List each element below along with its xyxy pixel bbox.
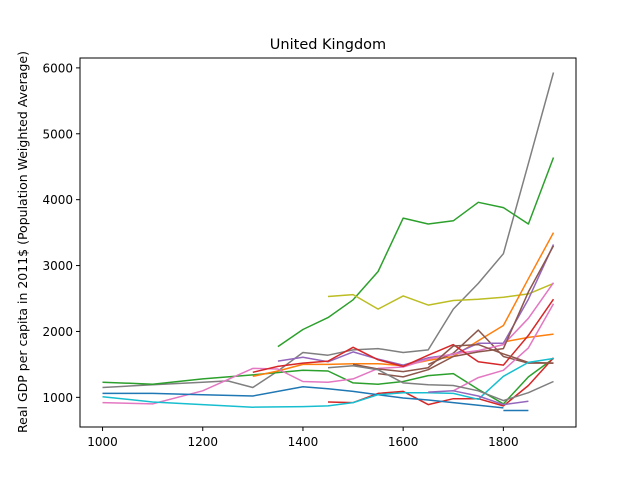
- series-line-15: [102, 386, 504, 409]
- series-line-17: [102, 357, 554, 408]
- x-tick-label: 1000: [87, 435, 118, 449]
- series-line-11: [252, 298, 555, 374]
- y-tick-label: 6000: [42, 61, 73, 75]
- x-tick-label: 1400: [288, 435, 319, 449]
- x-tick-label: 1600: [388, 435, 419, 449]
- series-line-8: [277, 244, 555, 366]
- series-layer: [102, 72, 555, 412]
- ticks-layer: 1000 1200 1400 1600 1800 1000 2000 3000 4000 5000…: [42, 61, 518, 449]
- series-line-12: [327, 357, 555, 407]
- y-tick-label: 2000: [42, 325, 73, 339]
- series-line-3: [102, 357, 554, 405]
- series-line-10: [452, 303, 555, 392]
- series-line-4: [327, 282, 554, 310]
- series-line-5: [252, 232, 555, 378]
- series-line-9: [102, 282, 555, 405]
- series-line-6: [503, 333, 554, 343]
- y-tick-label: 4000: [42, 193, 73, 207]
- series-line-2: [277, 157, 555, 348]
- y-tick-label: 5000: [42, 127, 73, 141]
- series-line-18: [327, 364, 554, 402]
- plot-area-frame: [79, 57, 577, 428]
- series-line-13: [352, 343, 554, 373]
- chart-title: United Kingdom: [270, 37, 386, 53]
- y-tick-label: 1000: [42, 391, 73, 405]
- y-tick-label: 3000: [42, 259, 73, 273]
- series-line-19: [428, 390, 529, 406]
- series-line-1: [102, 72, 555, 389]
- x-tick-label: 1200: [187, 435, 218, 449]
- y-axis-label: Real GDP per capita in 2011$ (Population…: [15, 51, 30, 433]
- x-tick-label: 1800: [488, 435, 519, 449]
- series-line-14: [378, 245, 555, 378]
